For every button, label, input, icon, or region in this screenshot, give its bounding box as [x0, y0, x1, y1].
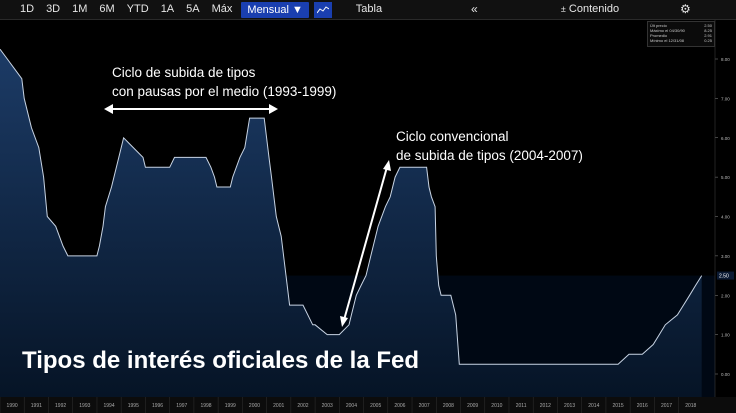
toolbar: 1D 3D 1M 6M YTD 1A 5A Máx Mensual ▼ Tabl…	[0, 0, 736, 20]
x-tick-label: 1993	[79, 403, 90, 409]
x-tick-label: 1998	[200, 403, 211, 409]
legend-row: Promedio 2.91	[650, 33, 712, 38]
x-tick-label: 1994	[104, 403, 115, 409]
y-tick-label: 6.00	[721, 136, 730, 141]
x-tick-label: 2005	[370, 403, 381, 409]
y-tick-label: 3.00	[721, 254, 730, 259]
y-tick-label: 5.00	[721, 175, 730, 180]
line-chart-icon[interactable]	[313, 1, 332, 18]
x-tick-label: 2006	[394, 403, 405, 409]
range-ytd-button[interactable]: YTD	[126, 3, 149, 15]
x-tick-label: 2016	[637, 403, 648, 409]
x-tick-label: 2008	[443, 403, 454, 409]
x-tick-label: 2009	[467, 403, 478, 409]
last-price-text: 2.50	[719, 274, 729, 280]
x-tick-label: 1992	[55, 403, 66, 409]
table-button[interactable]: Tabla	[355, 3, 383, 15]
x-tick-label: 1999	[225, 403, 236, 409]
arrow-cycle-2004-2007	[340, 160, 391, 327]
x-tick-label: 2004	[346, 403, 357, 409]
range-1d-button[interactable]: 1D	[20, 3, 35, 15]
range-6m-button[interactable]: 6M	[99, 3, 115, 15]
rate-line	[0, 48, 703, 365]
x-tick-label: 2013	[564, 403, 575, 409]
legend-row: Máximo el 04/30/90 8.25	[650, 28, 712, 33]
annotation-cycle-1993-1999: Ciclo de subida de tipos con pausas por …	[112, 63, 336, 101]
x-tick-label: 2018	[685, 403, 696, 409]
x-tick-label: 2001	[273, 403, 284, 409]
plus-minus-icon: ±	[560, 4, 566, 14]
y-tick-label: 0.00	[721, 372, 730, 377]
range-3d-button[interactable]: 3D	[46, 3, 61, 15]
x-tick-label: 1997	[176, 403, 187, 409]
frequency-select[interactable]: Mensual ▼	[241, 1, 309, 18]
y-tick-label: 2.00	[721, 293, 730, 298]
x-tick-label: 2003	[322, 403, 333, 409]
range-5a-button[interactable]: 5A	[186, 3, 200, 15]
annotation-line: de subida de tipos (2004-2007)	[396, 148, 583, 163]
x-tick-label: 2010	[491, 403, 502, 409]
x-tick-label: 2011	[516, 403, 527, 409]
arrow-cycle-1993-1999	[104, 104, 278, 114]
y-tick-label: 8.00	[721, 57, 730, 62]
y-tick-label: 1.00	[721, 333, 730, 338]
x-axis: 1990 1991 1992 1993 1994 1995 1996 1997 1998 1999…	[0, 397, 697, 413]
x-axis-bar	[0, 397, 736, 413]
annotation-line: con pausas por el medio (1993-1999)	[112, 84, 337, 99]
last-price-badge	[717, 271, 734, 280]
range-1a-button[interactable]: 1A	[160, 3, 175, 15]
fed-funds-chart: 0.00 1.00 2.00 3.00 4.00 5.00 6.00 7.00 8.00 199…	[0, 20, 736, 413]
double-chevron-left-icon[interactable]: «	[471, 2, 478, 16]
x-tick-label: 1996	[152, 403, 163, 409]
contents-button[interactable]: ± Contenido	[520, 0, 660, 19]
contents-label: Contenido	[568, 3, 620, 15]
y-tick-label: 4.00	[721, 215, 730, 220]
chart-title: Tipos de interés oficiales de la Fed	[22, 347, 420, 374]
x-tick-label: 2017	[661, 403, 672, 409]
range-1m-button[interactable]: 1M	[72, 3, 88, 15]
x-tick-label: 2015	[612, 403, 623, 409]
annotation-cycle-2004-2007: Ciclo convencional de subida de tipos (2…	[396, 127, 583, 165]
legend-row: Mínimo el 12/31/08 0.25	[650, 38, 712, 43]
last-price-label: 2.50	[717, 271, 734, 280]
x-tick-label: 2007	[419, 403, 430, 409]
x-tick-label: 1991	[31, 403, 42, 409]
annotation-line: Ciclo convencional	[396, 129, 509, 144]
rate-area	[0, 49, 702, 397]
legend-row: Últ precio 2.50	[650, 23, 712, 28]
y-tick-label: 7.00	[721, 96, 730, 101]
x-tick-label: 1990	[7, 403, 18, 409]
x-tick-label: 1995	[128, 403, 139, 409]
annotation-line: Ciclo de subida de tipos	[112, 65, 256, 80]
x-tick-label: 2002	[297, 403, 308, 409]
x-tick-label: 2014	[588, 403, 599, 409]
range-max-button[interactable]: Máx	[211, 3, 233, 15]
gear-icon[interactable]: ⚙	[680, 2, 691, 16]
y-axis: 0.00 1.00 2.00 3.00 4.00 5.00 6.00 7.00 8.00	[714, 20, 730, 397]
x-tick-label: 2012	[540, 403, 551, 409]
x-tick-label: 2000	[249, 403, 260, 409]
legend-box: Últ precio 2.50 Máximo el 04/30/90 8.25 Pr…	[647, 21, 715, 47]
